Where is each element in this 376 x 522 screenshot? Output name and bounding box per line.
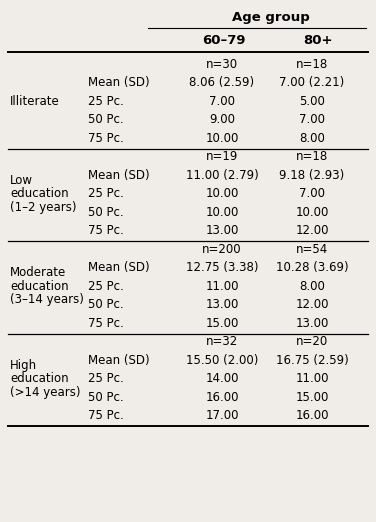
- Text: 12.00: 12.00: [295, 298, 329, 311]
- Text: 10.28 (3.69): 10.28 (3.69): [276, 261, 348, 274]
- Text: n=18: n=18: [296, 150, 328, 163]
- Text: 75 Pc.: 75 Pc.: [88, 224, 124, 238]
- Text: (1–2 years): (1–2 years): [10, 201, 76, 213]
- Text: 50 Pc.: 50 Pc.: [88, 298, 124, 311]
- Text: 11.00: 11.00: [295, 372, 329, 385]
- Text: 80+: 80+: [303, 33, 332, 46]
- Text: n=20: n=20: [296, 335, 328, 348]
- Text: n=32: n=32: [206, 335, 238, 348]
- Text: n=200: n=200: [202, 243, 242, 256]
- Text: 25 Pc.: 25 Pc.: [88, 372, 124, 385]
- Text: 17.00: 17.00: [205, 409, 239, 422]
- Text: 75 Pc.: 75 Pc.: [88, 317, 124, 330]
- Text: n=30: n=30: [206, 58, 238, 71]
- Text: 5.00: 5.00: [299, 95, 325, 108]
- Text: 10.00: 10.00: [295, 206, 329, 219]
- Text: education: education: [10, 372, 69, 385]
- Text: 15.00: 15.00: [205, 317, 239, 330]
- Text: 11.00: 11.00: [205, 280, 239, 293]
- Text: 75 Pc.: 75 Pc.: [88, 132, 124, 145]
- Text: Mean (SD): Mean (SD): [88, 354, 150, 367]
- Text: 60–79: 60–79: [202, 33, 246, 46]
- Text: Age group: Age group: [232, 11, 309, 25]
- Text: 15.00: 15.00: [295, 391, 329, 404]
- Text: 7.00: 7.00: [209, 95, 235, 108]
- Text: 11.00 (2.79): 11.00 (2.79): [186, 169, 258, 182]
- Text: 14.00: 14.00: [205, 372, 239, 385]
- Text: 8.06 (2.59): 8.06 (2.59): [190, 76, 255, 89]
- Text: 10.00: 10.00: [205, 206, 239, 219]
- Text: 50 Pc.: 50 Pc.: [88, 391, 124, 404]
- Text: 16.75 (2.59): 16.75 (2.59): [276, 354, 349, 367]
- Text: education: education: [10, 187, 69, 200]
- Text: 10.00: 10.00: [205, 187, 239, 200]
- Text: n=19: n=19: [206, 150, 238, 163]
- Text: 13.00: 13.00: [205, 224, 239, 238]
- Text: Mean (SD): Mean (SD): [88, 261, 150, 274]
- Text: 25 Pc.: 25 Pc.: [88, 187, 124, 200]
- Text: 7.00: 7.00: [299, 113, 325, 126]
- Text: 13.00: 13.00: [205, 298, 239, 311]
- Text: Mean (SD): Mean (SD): [88, 76, 150, 89]
- Text: 16.00: 16.00: [205, 391, 239, 404]
- Text: 9.18 (2.93): 9.18 (2.93): [279, 169, 345, 182]
- Text: Moderate: Moderate: [10, 266, 66, 279]
- Text: 50 Pc.: 50 Pc.: [88, 113, 124, 126]
- Text: 16.00: 16.00: [295, 409, 329, 422]
- Text: 7.00 (2.21): 7.00 (2.21): [279, 76, 345, 89]
- Text: High: High: [10, 359, 37, 372]
- Text: n=54: n=54: [296, 243, 328, 256]
- Text: Illiterate: Illiterate: [10, 95, 60, 108]
- Text: 10.00: 10.00: [205, 132, 239, 145]
- Text: n=18: n=18: [296, 58, 328, 71]
- Text: 8.00: 8.00: [299, 132, 325, 145]
- Text: 75 Pc.: 75 Pc.: [88, 409, 124, 422]
- Text: 12.75 (3.38): 12.75 (3.38): [186, 261, 258, 274]
- Text: Low: Low: [10, 174, 33, 187]
- Text: education: education: [10, 280, 69, 293]
- Text: (>14 years): (>14 years): [10, 386, 80, 399]
- Text: 9.00: 9.00: [209, 113, 235, 126]
- Text: 12.00: 12.00: [295, 224, 329, 238]
- Text: (3–14 years): (3–14 years): [10, 293, 84, 306]
- Text: 13.00: 13.00: [295, 317, 329, 330]
- Text: 50 Pc.: 50 Pc.: [88, 206, 124, 219]
- Text: 15.50 (2.00): 15.50 (2.00): [186, 354, 258, 367]
- Text: Mean (SD): Mean (SD): [88, 169, 150, 182]
- Text: 25 Pc.: 25 Pc.: [88, 95, 124, 108]
- Text: 25 Pc.: 25 Pc.: [88, 280, 124, 293]
- Text: 8.00: 8.00: [299, 280, 325, 293]
- Text: 7.00: 7.00: [299, 187, 325, 200]
